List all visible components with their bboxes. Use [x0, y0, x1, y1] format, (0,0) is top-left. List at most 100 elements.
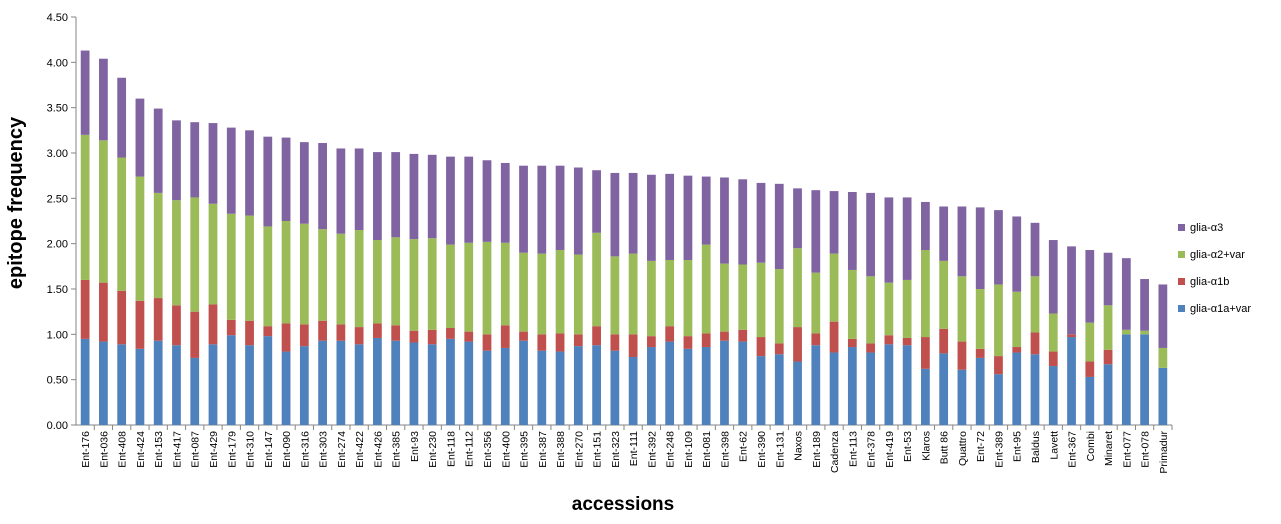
bar-segment-glia-2-var	[1104, 305, 1113, 349]
bar-segment-glia-1a-var	[519, 341, 528, 425]
x-tick-label: Cadenza	[829, 431, 841, 473]
bar-segment-glia-1a-var	[1012, 352, 1021, 425]
bar-segment-glia-1a-var	[629, 357, 638, 425]
bar-segment-glia-3	[373, 152, 382, 240]
y-tick-label: 2.00	[47, 239, 68, 251]
bar-segment-glia-3	[227, 128, 236, 214]
y-axis: 0.00 0.50 1.00 1.50 2.00 2.50 3.00 3.50 4.00 4.50	[47, 12, 76, 432]
x-tick-label: Ent-367	[1067, 431, 1079, 468]
bar-segment-glia-2-var	[958, 276, 967, 341]
x-tick-label: Ent-93	[409, 431, 421, 462]
bar-segment-glia-2-var	[738, 265, 747, 330]
x-tick-label: Ent-109	[683, 431, 695, 468]
bar-segment-glia-1a-var	[501, 348, 510, 425]
bar-segment-glia-1b	[720, 332, 729, 341]
bar-segment-glia-1a-var	[574, 346, 583, 425]
bar-segment-glia-1a-var	[336, 341, 345, 425]
bar-segment-glia-2-var	[848, 270, 857, 339]
bar-segment-glia-1a-var	[976, 358, 985, 425]
x-tick-label: Ent-419	[884, 431, 896, 468]
bar-segment-glia-1a-var	[1140, 334, 1149, 425]
bar-segment-glia-1b	[884, 335, 893, 344]
bar-segment-glia-1b	[647, 336, 656, 347]
bar-segment-glia-1a-var	[903, 345, 912, 425]
bar-segment-glia-1b	[117, 291, 126, 344]
bar-segment-glia-1b	[227, 320, 236, 335]
bar-segment-glia-2-var	[976, 289, 985, 349]
bar-segment-glia-2-var	[245, 216, 254, 321]
bar-segment-glia-2-var	[866, 276, 875, 343]
bar-segment-glia-1b	[263, 326, 272, 336]
bar-segment-glia-3	[410, 154, 419, 239]
bar-segment-glia-3	[1140, 279, 1149, 331]
x-tick-label: Ent-95	[1012, 431, 1024, 462]
bar-segment-glia-1b	[245, 321, 254, 345]
x-tick-label: Ent-385	[391, 431, 403, 468]
x-tick-label: Ent-424	[135, 431, 147, 468]
x-tick-label: Ent-378	[866, 431, 878, 468]
x-tick-label: Ent-179	[226, 431, 238, 468]
bar-segment-glia-1b	[1012, 347, 1021, 352]
x-tick-label: Naxos	[793, 431, 805, 461]
bar-segment-glia-2-var	[373, 240, 382, 323]
bar-segment-glia-3	[738, 179, 747, 264]
bar-segment-glia-2-var	[1158, 348, 1167, 368]
bar-segment-glia-1a-var	[720, 341, 729, 425]
legend-label: glia-α1a+var	[1190, 303, 1251, 315]
legend-label: glia-α1b	[1190, 276, 1229, 288]
bar-segment-glia-3	[501, 163, 510, 243]
bar-segment-glia-1a-var	[793, 362, 802, 425]
x-tick-label: Ent-078	[1140, 431, 1152, 468]
x-tick-label: Ent-248	[665, 431, 677, 468]
bar-segment-glia-1a-var	[848, 347, 857, 425]
bar-segment-glia-1a-var	[684, 349, 693, 425]
bar-segment-glia-1a-var	[209, 344, 218, 425]
bar-segment-glia-1b	[921, 337, 930, 369]
bar-segment-glia-1a-var	[1104, 364, 1113, 425]
x-tick-label: Ent-53	[902, 431, 914, 462]
x-tick-label: Ent-087	[190, 431, 202, 468]
bar-segment-glia-3	[464, 157, 473, 243]
bar-segment-glia-1b	[830, 322, 839, 353]
x-tick-label: Ent-392	[646, 431, 658, 468]
x-tick-label: Ent-398	[719, 431, 731, 468]
bar-segment-glia-1b	[1085, 362, 1094, 377]
bar-segment-glia-2-var	[811, 273, 820, 334]
bar-segment-glia-3	[647, 175, 656, 261]
bar-segment-glia-2-var	[464, 243, 473, 332]
x-tick-label: Ent-400	[500, 431, 512, 468]
bar-segment-glia-3	[537, 166, 546, 254]
bar-segment-glia-1a-var	[592, 345, 601, 425]
x-tick-label: Ent-036	[98, 431, 110, 468]
bar-segment-glia-2-var	[483, 242, 492, 334]
x-tick-label: Ent-131	[774, 431, 786, 468]
bar-segment-glia-3	[318, 143, 327, 229]
bar-segment-glia-1b	[391, 325, 400, 340]
bar-segment-glia-1b	[556, 333, 565, 351]
bar-segment-glia-2-var	[209, 204, 218, 305]
x-tick-label: Ent-113	[847, 431, 859, 467]
x-tick-label: Primadur	[1158, 431, 1170, 474]
bar-segment-glia-3	[336, 148, 345, 233]
bar-segment-glia-1b	[939, 329, 948, 353]
bars	[81, 51, 1168, 425]
bar-segment-glia-1a-var	[136, 349, 145, 425]
bar-segment-glia-2-var	[136, 177, 145, 301]
bar-segment-glia-1a-var	[245, 345, 254, 425]
bar-segment-glia-1b	[793, 327, 802, 361]
bar-segment-glia-1a-var	[958, 370, 967, 425]
bar-segment-glia-2-var	[318, 229, 327, 321]
bar-segment-glia-1b	[410, 331, 419, 343]
bar-segment-glia-1a-var	[81, 339, 90, 425]
bar-segment-glia-2-var	[720, 264, 729, 332]
bar-segment-glia-1b	[464, 332, 473, 342]
bar-segment-glia-2-var	[537, 254, 546, 335]
bar-segment-glia-3	[848, 192, 857, 270]
y-tick-label: 0.00	[47, 420, 68, 432]
bar-segment-glia-3	[117, 78, 126, 158]
bar-segment-glia-1b	[300, 324, 309, 346]
x-tick-label: Ent-422	[354, 431, 366, 468]
bar-segment-glia-1b	[1049, 352, 1058, 367]
bar-segment-glia-1b	[81, 280, 90, 339]
y-tick-label: 3.00	[47, 148, 68, 160]
